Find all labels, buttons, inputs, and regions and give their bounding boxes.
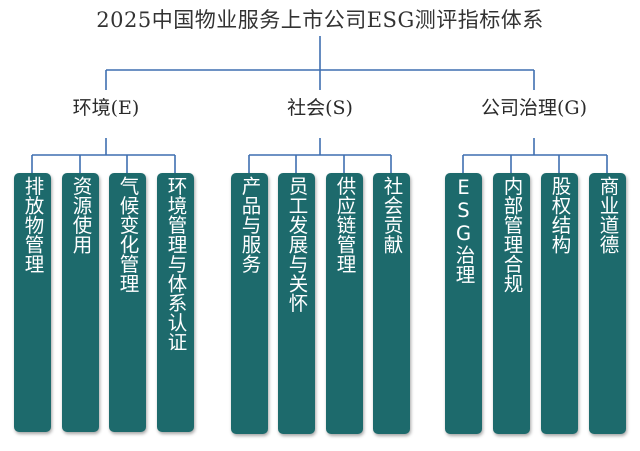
- indicator-card-climate: 气候变化管理: [109, 173, 146, 432]
- indicator-card-employees: 员工发展与关怀: [278, 173, 315, 434]
- indicator-label: 社会贡献: [380, 176, 403, 254]
- category-social: 社会(S): [287, 97, 353, 119]
- indicator-label: 产品与服务: [238, 176, 261, 274]
- indicator-label: 资源使用: [69, 176, 92, 254]
- indicator-card-esg-governance: ESG治理: [445, 173, 482, 434]
- indicator-label: 商业道德: [596, 176, 619, 254]
- indicator-label: 员工发展与关怀: [285, 176, 308, 313]
- category-environment: 环境(E): [72, 97, 140, 119]
- indicator-card-resources: 资源使用: [62, 173, 99, 432]
- indicator-card-emissions: 排放物管理: [14, 173, 51, 432]
- indicator-label: 股权结构: [548, 176, 571, 254]
- indicator-label: 气候变化管理: [116, 176, 139, 293]
- indicator-label: 供应链管理: [333, 176, 356, 274]
- indicator-card-supply-chain: 供应链管理: [326, 173, 363, 434]
- indicator-card-ownership: 股权结构: [541, 173, 578, 434]
- indicator-card-internal-compliance: 内部管理合规: [493, 173, 530, 434]
- category-governance: 公司治理(G): [480, 97, 588, 119]
- indicator-card-ethics: 商业道德: [589, 173, 626, 434]
- indicator-card-products: 产品与服务: [231, 173, 268, 434]
- indicator-label: 排放物管理: [21, 176, 44, 274]
- indicator-label: 环境管理与体系认证: [164, 176, 187, 352]
- indicator-card-social-contribution: 社会贡献: [373, 173, 410, 434]
- indicator-label: 内部管理合规: [500, 176, 523, 293]
- indicator-card-env-management: 环境管理与体系认证: [157, 173, 194, 432]
- diagram-title: 2025中国物业服务上市公司ESG测评指标体系: [96, 8, 544, 32]
- indicator-label: ESG治理: [452, 176, 475, 284]
